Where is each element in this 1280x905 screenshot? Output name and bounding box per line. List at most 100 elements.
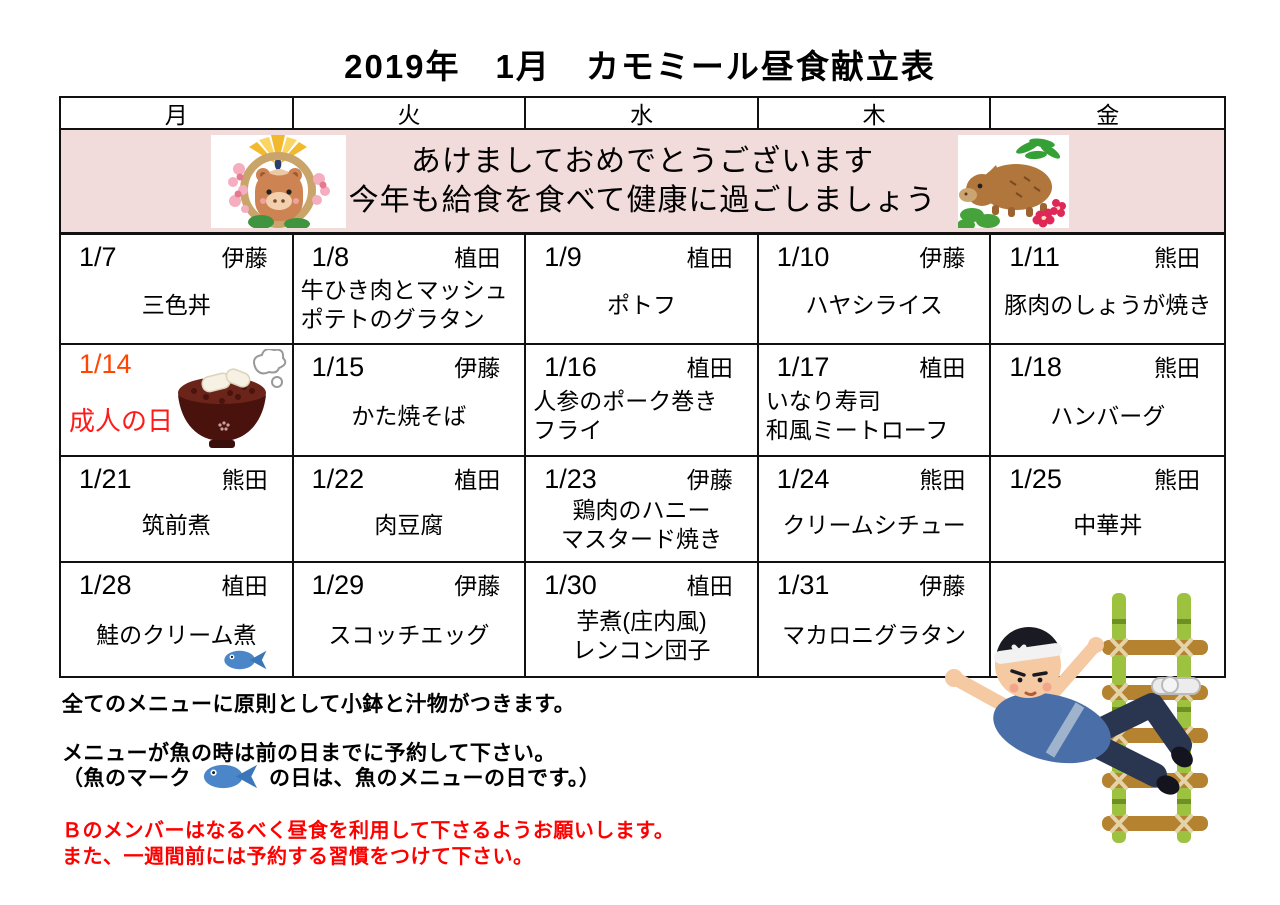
- menu-cell-0111: 1/11 熊田 豚肉のしょうが焼き: [991, 235, 1224, 343]
- warning-line-2: また、一週間前には予約する習慣をつけて下さい。: [62, 846, 534, 868]
- menu-text: 肉豆腐: [374, 511, 444, 538]
- date-label: 1/18: [1009, 352, 1062, 382]
- menu-cell-0129: 1/29 伊藤 スコッチエッグ: [294, 563, 527, 676]
- menu-cell-0124: 1/24 熊田 クリームシチュー: [759, 457, 992, 561]
- fish-note-suffix: の日は、魚のメニューの日です。）: [269, 766, 601, 790]
- note-fish-mark: （魚のマーク の日は、魚のメニューの日です。）: [62, 761, 600, 792]
- menu-text: クリームシチュー: [782, 511, 966, 538]
- week-row-2: 1/14 成人の日: [61, 343, 1224, 455]
- date-label: 1/30: [544, 570, 597, 600]
- staff-name: 植田: [221, 573, 268, 599]
- date-label: 1/16: [544, 352, 597, 382]
- fish-icon: [223, 650, 267, 670]
- menu-cell-0109: 1/9 植田 ポトフ: [526, 235, 759, 343]
- date-label: 1/25: [1009, 464, 1062, 494]
- note-side-dishes: 全てのメニューに原則として小鉢と汁物がつきます。: [62, 693, 576, 716]
- staff-name: 伊藤: [919, 573, 966, 599]
- oshiruko-bowl-icon: [177, 349, 286, 448]
- date-label: 1/11: [1009, 242, 1060, 272]
- date-label: 1/23: [544, 464, 597, 494]
- date-label: 1/31: [776, 570, 830, 600]
- day-header-tue: 火: [294, 98, 527, 128]
- menu-text: 豚肉のしょうが焼き: [1004, 291, 1212, 318]
- banner-greeting: あけましておめでとうございます 今年も給食を食べて健康に過ごしましょう: [349, 142, 937, 220]
- staff-name: 植田: [686, 355, 733, 381]
- staff-name: 熊田: [1154, 245, 1200, 271]
- date-label: 1/21: [79, 464, 132, 494]
- date-label: 1/14: [79, 349, 132, 379]
- menu-cell-0125: 1/25 熊田 中華丼: [991, 457, 1224, 561]
- week-row-1: 1/7 伊藤 三色丼 1/8 植田 牛ひき肉とマッシュ ポテトのグラタン 1/9 植田 …: [61, 232, 1224, 343]
- menu-cell-0107: 1/7 伊藤 三色丼: [61, 235, 294, 343]
- holiday-cell-0114: 1/14 成人の日: [61, 345, 294, 455]
- staff-name: 植田: [686, 573, 733, 599]
- week-row-3: 1/21 熊田 筑前煮 1/22 植田 肉豆腐 1/23 伊藤 鶏肉のハニー マスタード…: [61, 455, 1224, 561]
- menu-text: マカロニグラタン: [782, 622, 967, 649]
- menu-cell-0123: 1/23 伊藤 鶏肉のハニー マスタード焼き: [526, 457, 759, 561]
- menu-text: 三色丼: [141, 291, 211, 318]
- menu-text: ポトフ: [606, 291, 676, 318]
- fish-icon: [203, 764, 258, 789]
- fish-note-prefix: （魚のマーク: [62, 766, 191, 790]
- date-label: 1/8: [311, 242, 350, 272]
- staff-name: 植田: [919, 355, 966, 381]
- new-year-banner: あけましておめでとうございます 今年も給食を食べて健康に過ごしましょう: [61, 128, 1224, 232]
- menu-text: かた焼そば: [351, 402, 467, 429]
- date-label: 1/28: [79, 570, 132, 600]
- day-header-fri: 金: [1096, 102, 1120, 128]
- day-header-thu: 木: [759, 98, 992, 128]
- menu-cell-0110: 1/10 伊藤 ハヤシライス: [759, 235, 992, 343]
- date-label: 1/24: [776, 464, 830, 494]
- warning-line-1: Ｂのメンバーはなるべく昼食を利用して下さるようお願いします。: [62, 820, 675, 842]
- staff-name: 熊田: [1154, 467, 1200, 493]
- menu-text: いなり寿司 和風ミートローフ: [765, 388, 949, 443]
- menu-cell-0116: 1/16 植田 人参のポーク巻き フライ: [526, 345, 759, 455]
- menu-text: 鮭のクリーム煮: [96, 622, 257, 649]
- date-label: 1/9: [544, 242, 582, 272]
- staff-name: 熊田: [1154, 355, 1200, 381]
- staff-name: 伊藤: [919, 245, 966, 271]
- staff-name: 植田: [454, 467, 501, 493]
- banner-line1: あけましておめでとうございます: [410, 145, 875, 178]
- menu-text: 中華丼: [1073, 511, 1143, 538]
- calendar-table: 月 火 水 木 金: [59, 96, 1226, 678]
- staff-name: 伊藤: [454, 573, 501, 599]
- date-label: 1/22: [311, 464, 365, 494]
- menu-cell-0117: 1/17 植田 いなり寿司 和風ミートローフ: [759, 345, 992, 455]
- menu-text: 芋煮(庄内風) レンコン団子: [572, 607, 711, 663]
- menu-text: スコッチエッグ: [328, 622, 490, 649]
- weekday-header-row: 月 火 水 木 金: [61, 98, 1224, 128]
- date-label: 1/10: [776, 242, 830, 272]
- menu-text: 鶏肉のハニー マスタード焼き: [560, 497, 722, 552]
- holiday-label: 成人の日: [69, 406, 174, 436]
- staff-name: 伊藤: [221, 245, 268, 271]
- date-label: 1/15: [311, 352, 365, 382]
- staff-name: 熊田: [919, 467, 966, 493]
- boar-wreath-icon: [211, 135, 346, 228]
- staff-name: 植田: [454, 245, 501, 271]
- date-label: 1/29: [311, 570, 365, 600]
- banner-line2: 今年も給食を食べて健康に過ごしましょう: [348, 184, 937, 217]
- menu-cell-0108: 1/8 植田 牛ひき肉とマッシュ ポテトのグラタン: [294, 235, 527, 343]
- date-label: 1/17: [776, 352, 830, 382]
- menu-cell-0128: 1/28 植田 鮭のクリーム煮: [61, 563, 294, 676]
- staff-name: 熊田: [221, 467, 268, 493]
- menu-cell-0118: 1/18 熊田 ハンバーグ: [991, 345, 1224, 455]
- ladder-performer-icon: [945, 593, 1208, 843]
- menu-cell-0121: 1/21 熊田 筑前煮: [61, 457, 294, 561]
- menu-cell-0131: 1/31 伊藤 マカロニグラタン: [759, 563, 992, 676]
- date-label: 1/7: [79, 242, 117, 272]
- menu-text: ハヤシライス: [805, 291, 943, 318]
- day-header-mon: 月: [61, 98, 294, 128]
- staff-name: 伊藤: [686, 467, 733, 493]
- menu-text: 人参のポーク巻き フライ: [533, 388, 718, 443]
- menu-text: ハンバーグ: [1050, 402, 1166, 429]
- staff-name: 伊藤: [454, 355, 501, 381]
- staff-name: 植田: [686, 245, 733, 271]
- menu-cell-0130: 1/30 植田 芋煮(庄内風) レンコン団子: [526, 563, 759, 676]
- menu-text: 筑前煮: [141, 511, 211, 538]
- page-title: 2019年 1月 カモミール昼食献立表: [344, 48, 936, 85]
- menu-cell-0122: 1/22 植田 肉豆腐: [294, 457, 527, 561]
- boar-icon: [958, 135, 1069, 228]
